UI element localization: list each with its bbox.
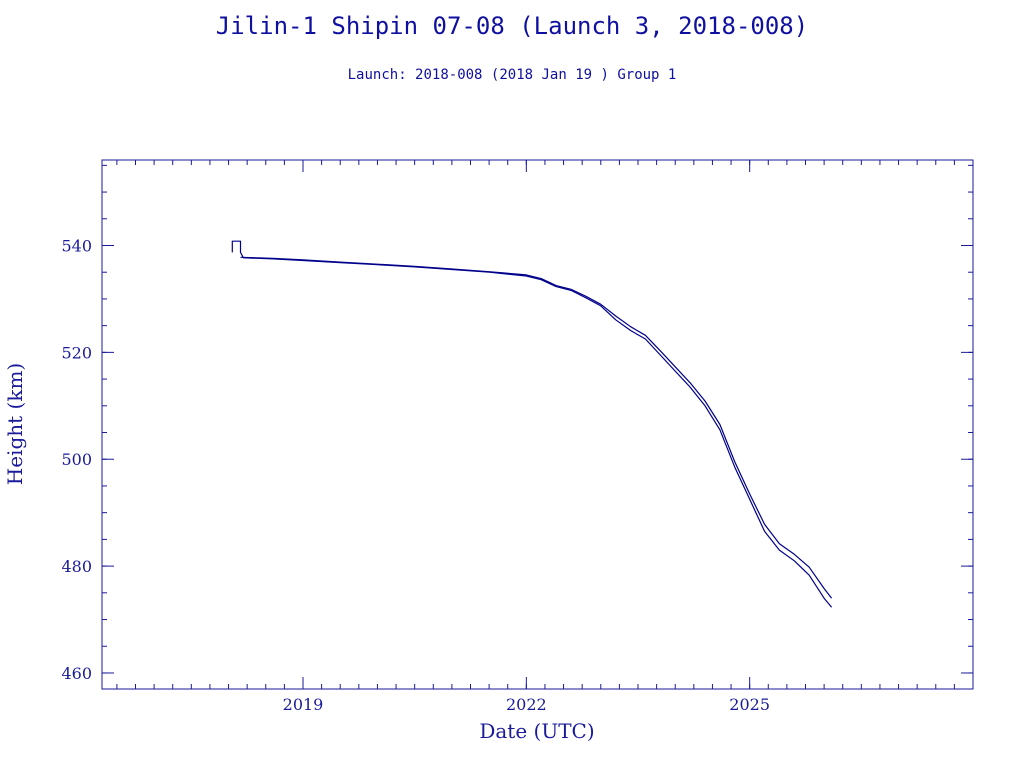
y-tick-label: 540 [61,236,92,255]
series-line-2 [240,256,833,599]
axis-ticks [102,160,974,689]
x-tick-label: 2019 [283,695,324,714]
y-tick-label: 520 [61,343,92,362]
plot-frame [101,159,974,690]
x-tick-label: 2022 [506,695,547,714]
y-tick-label: 500 [61,450,92,469]
x-axis-title: Date (UTC) [479,719,594,743]
chart-subtitle: Launch: 2018-008 (2018 Jan 19 ) Group 1 [347,67,677,83]
x-tick-label: 2025 [729,695,770,714]
tick-labels: 2019 2022 2025 460 480 500 520 540 [61,236,770,714]
data-series [231,240,833,608]
y-tick-label: 460 [61,664,92,683]
chart-title: Jilin-1 Shipin 07-08 (Launch 3, 2018-008… [215,12,809,40]
y-axis-title: Height (km) [3,363,27,485]
series-line-1 [231,240,833,608]
y-tick-label: 480 [61,557,92,576]
